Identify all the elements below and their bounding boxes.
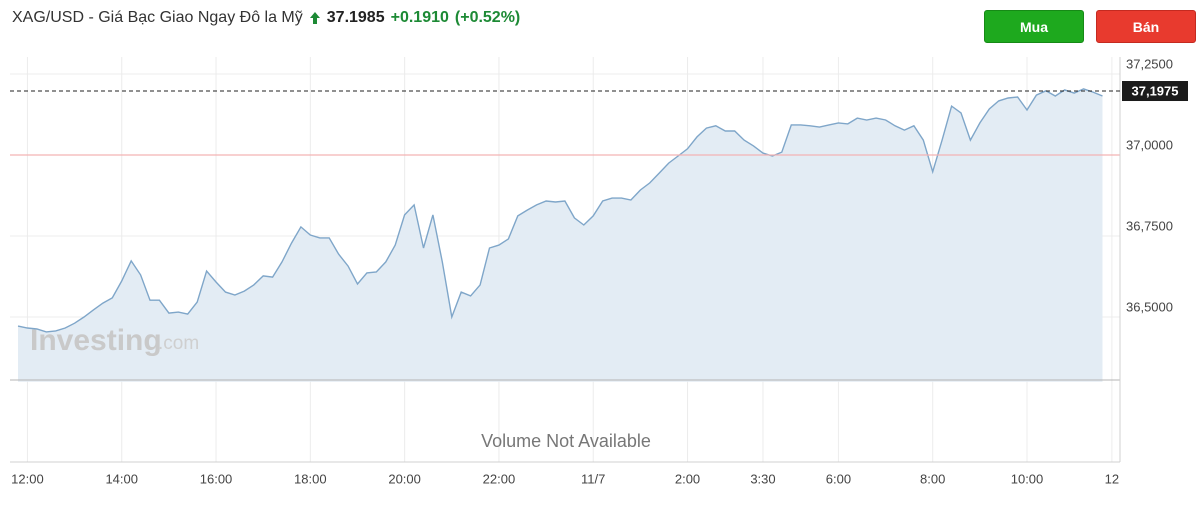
sell-button[interactable]: Bán [1096,10,1196,43]
x-tick-label: 18:00 [294,471,327,486]
price: 37.1985 [326,9,385,26]
x-tick-label: 8:00 [920,471,945,486]
x-tick-label: 11/7 [581,471,605,486]
title: XAG/USD - Giá Bạc Giao Ngay Đô la Mỹ [12,9,303,26]
x-tick-label: 2:00 [675,471,700,486]
price-line [17,88,1103,333]
header: XAG/USD - Giá Bạc Giao Ngay Đô la Mỹ 37.… [12,9,520,27]
x-tick-label: 3:30 [750,471,775,486]
x-tick-label: 14:00 [105,471,138,486]
watermark: Investing [30,324,162,357]
current-price-box [1122,81,1188,102]
x-tick-label: 20:00 [388,471,421,486]
up-arrow [309,12,320,24]
change-percent: (+0.52%) [454,9,521,26]
y-tick-label: 36,7500 [1126,218,1173,233]
x-tick-label: 16:00 [200,471,233,486]
volume-note: Volume Not Available [481,431,651,451]
x-tick-label: 12 [1105,471,1119,486]
change: +0.1910 [390,9,449,26]
y-tick-label: 37,2500 [1126,56,1173,71]
x-tick-label: 12:00 [11,471,44,486]
current-price-label: 37,1975 [1132,83,1179,98]
buy-button[interactable]: Mua [984,10,1084,43]
area [18,88,1103,382]
x-tick-label: 10:00 [1011,471,1044,486]
watermark-suffix: .com [158,333,199,354]
x-tick-label: 22:00 [483,471,516,486]
x-tick-label: 6:00 [826,471,851,486]
y-tick-label: 37,0000 [1126,137,1173,152]
y-tick-label: 36,5000 [1126,299,1173,314]
